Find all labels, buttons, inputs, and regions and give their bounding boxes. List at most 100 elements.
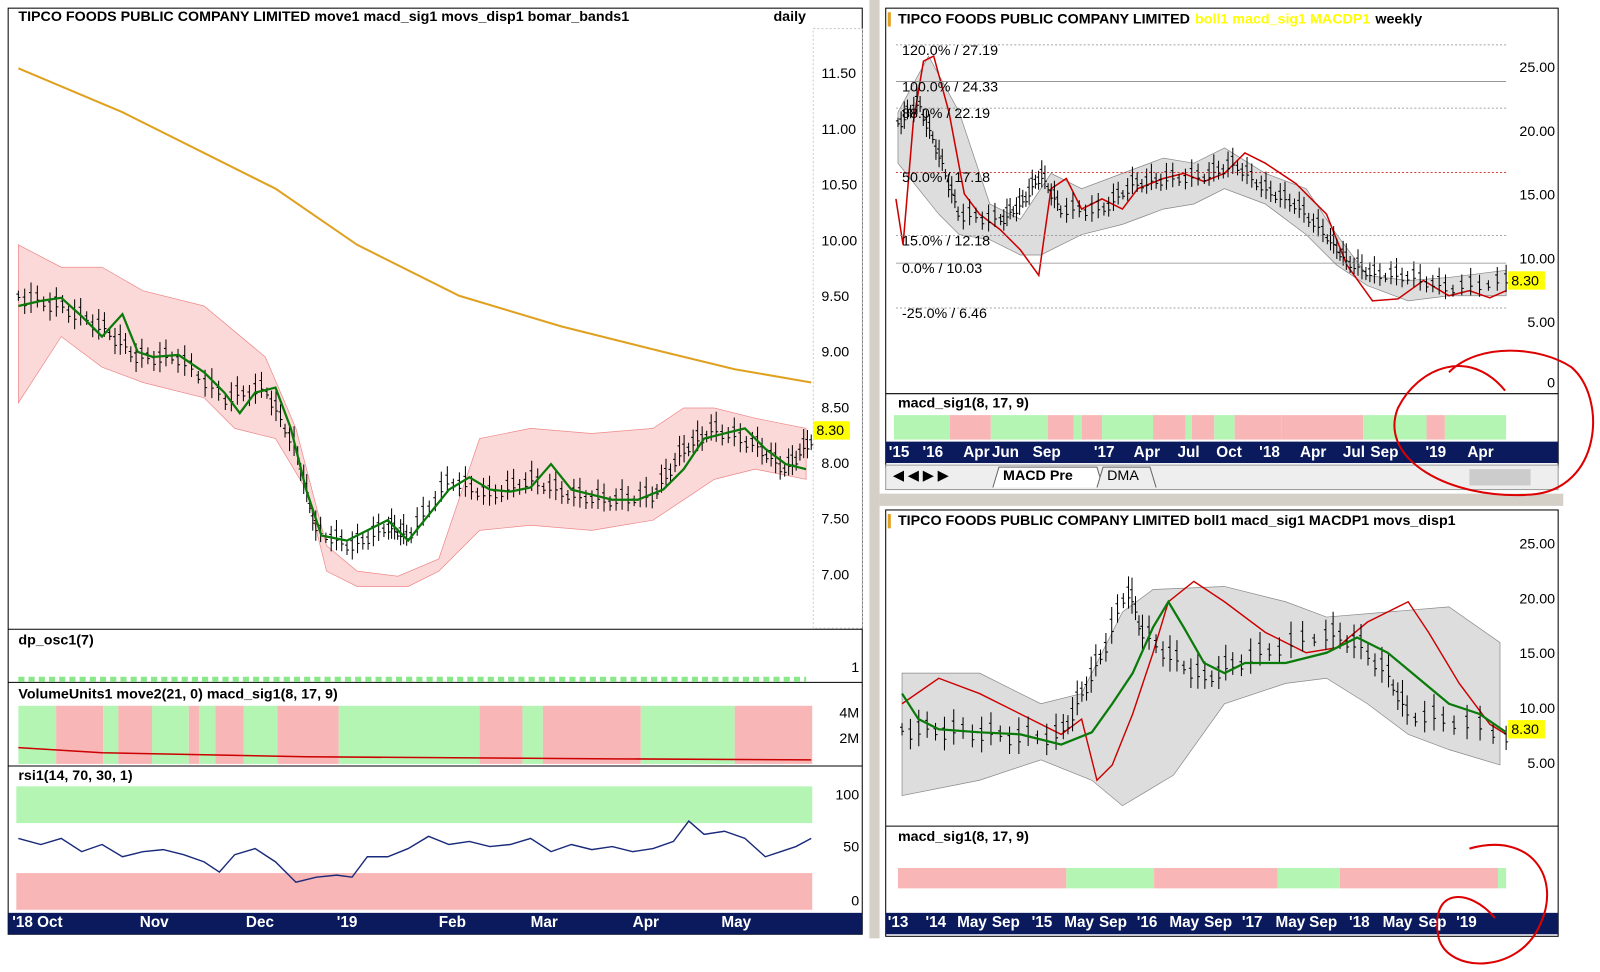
tab-label[interactable]: DMA [1107,468,1139,484]
x-tick-label: '17 [1094,444,1115,461]
price-bar [273,390,279,422]
annotation [1436,843,1549,965]
price-bar [1320,218,1326,243]
price-bar [924,110,929,138]
price-bar [54,287,59,317]
price-bar [376,513,381,541]
price-bar [1202,661,1207,689]
x-tick-label: Dec [246,914,275,931]
price-bar [686,442,691,457]
y-tick-label: 25.00 [1519,536,1555,552]
price-bar [895,117,900,127]
last-price: 8.30 [816,423,844,439]
marker [887,514,891,529]
price-axis [812,28,863,629]
price-bar [1345,635,1350,653]
price-bar [1422,700,1427,733]
fib-label: 88.0% / 22.19 [902,106,990,122]
x-tick-label: Mar [531,914,558,931]
price-bar [1039,160,1044,188]
price-bar [1111,183,1116,211]
scrollbar-thumb [1469,469,1531,486]
x-tick-label: Apr [1300,444,1326,461]
y-tick-label: 7.00 [821,567,849,583]
price-bar [1016,717,1021,755]
price-bar [952,189,957,209]
y-tick-label: 50 [843,839,859,855]
price-bar [1441,706,1446,732]
price-bar [1355,249,1361,276]
price-bar [1331,611,1336,649]
price-bar [1064,197,1069,223]
price-bar [401,513,406,545]
price-bar [1282,181,1288,209]
price-bar [1130,166,1135,195]
price-bar [1189,159,1194,187]
x-tick-label: May [1383,914,1413,931]
price-bar [1135,172,1140,192]
price-bar [1167,635,1173,672]
price-bar [1084,676,1089,701]
price-bar [1226,151,1231,178]
price-bar [1358,623,1364,660]
signal-line [18,296,807,543]
x-tick-label: Sep [992,914,1020,931]
price-bar [930,131,935,144]
price-bar [1372,256,1377,284]
price-bar [1437,267,1442,295]
price-bar [967,199,972,226]
x-tick-label: Apr [1134,444,1160,461]
price-bar [1140,614,1145,650]
price-bar [1325,234,1330,245]
macd-bands [897,867,1507,889]
y-tick-label: 15.00 [1519,646,1555,662]
panel-label: rsi1(14, 70, 30, 1) [18,768,132,784]
tab-label[interactable]: MACD Pre [1003,468,1073,484]
price-bar [287,423,292,452]
price-bar [1352,624,1357,659]
price-bar [350,531,355,560]
price-bar [949,176,954,204]
x-tick-label: '18 [1259,444,1280,461]
price-bar [553,469,558,501]
price-bar [1394,257,1399,286]
price-bar [278,404,283,428]
price-bar [1125,177,1130,201]
price-bar [1075,680,1080,716]
title-part: weekly [1374,11,1422,27]
chart-title: TIPCO FOODS PUBLIC COMPANY LIMITED move1… [18,9,629,25]
x-tick-label: '19 [1426,444,1447,461]
price-bar [1504,264,1509,292]
price-bar [916,709,921,747]
price-bar [1338,622,1343,649]
price-bar [908,718,913,750]
price-bar [1386,654,1391,688]
price-bar [1098,649,1103,665]
price-bar [933,722,938,741]
price-bar [946,173,951,198]
overbought-zone [16,786,813,824]
y-tick-label: 25.00 [1519,60,1555,76]
fib-label: 120.0% / 27.19 [902,43,998,59]
chart-title: TIPCO FOODS PUBLIC COMPANY LIMITED boll1 … [898,11,1422,27]
price-bar [1153,634,1159,654]
price-bar [1083,204,1088,221]
price-bar [66,303,71,323]
price-bar [269,390,274,416]
price-bar [801,428,806,459]
price-bar [1223,644,1228,681]
price-bar [1383,272,1388,283]
price-bar [1077,200,1082,218]
price-bar [1491,723,1496,744]
y-tick-label: 8.50 [821,400,849,416]
price-bar [1287,193,1292,212]
price-bar [1109,606,1114,644]
y-tick-label: 20.00 [1519,591,1555,607]
price-bar [1042,165,1047,190]
price-bars [895,87,1509,300]
price-bar [235,376,240,405]
price-bar [439,471,444,502]
marker [887,12,891,27]
y-tick-label: 8.00 [821,456,849,472]
x-tick-label: '16 [1137,914,1158,931]
